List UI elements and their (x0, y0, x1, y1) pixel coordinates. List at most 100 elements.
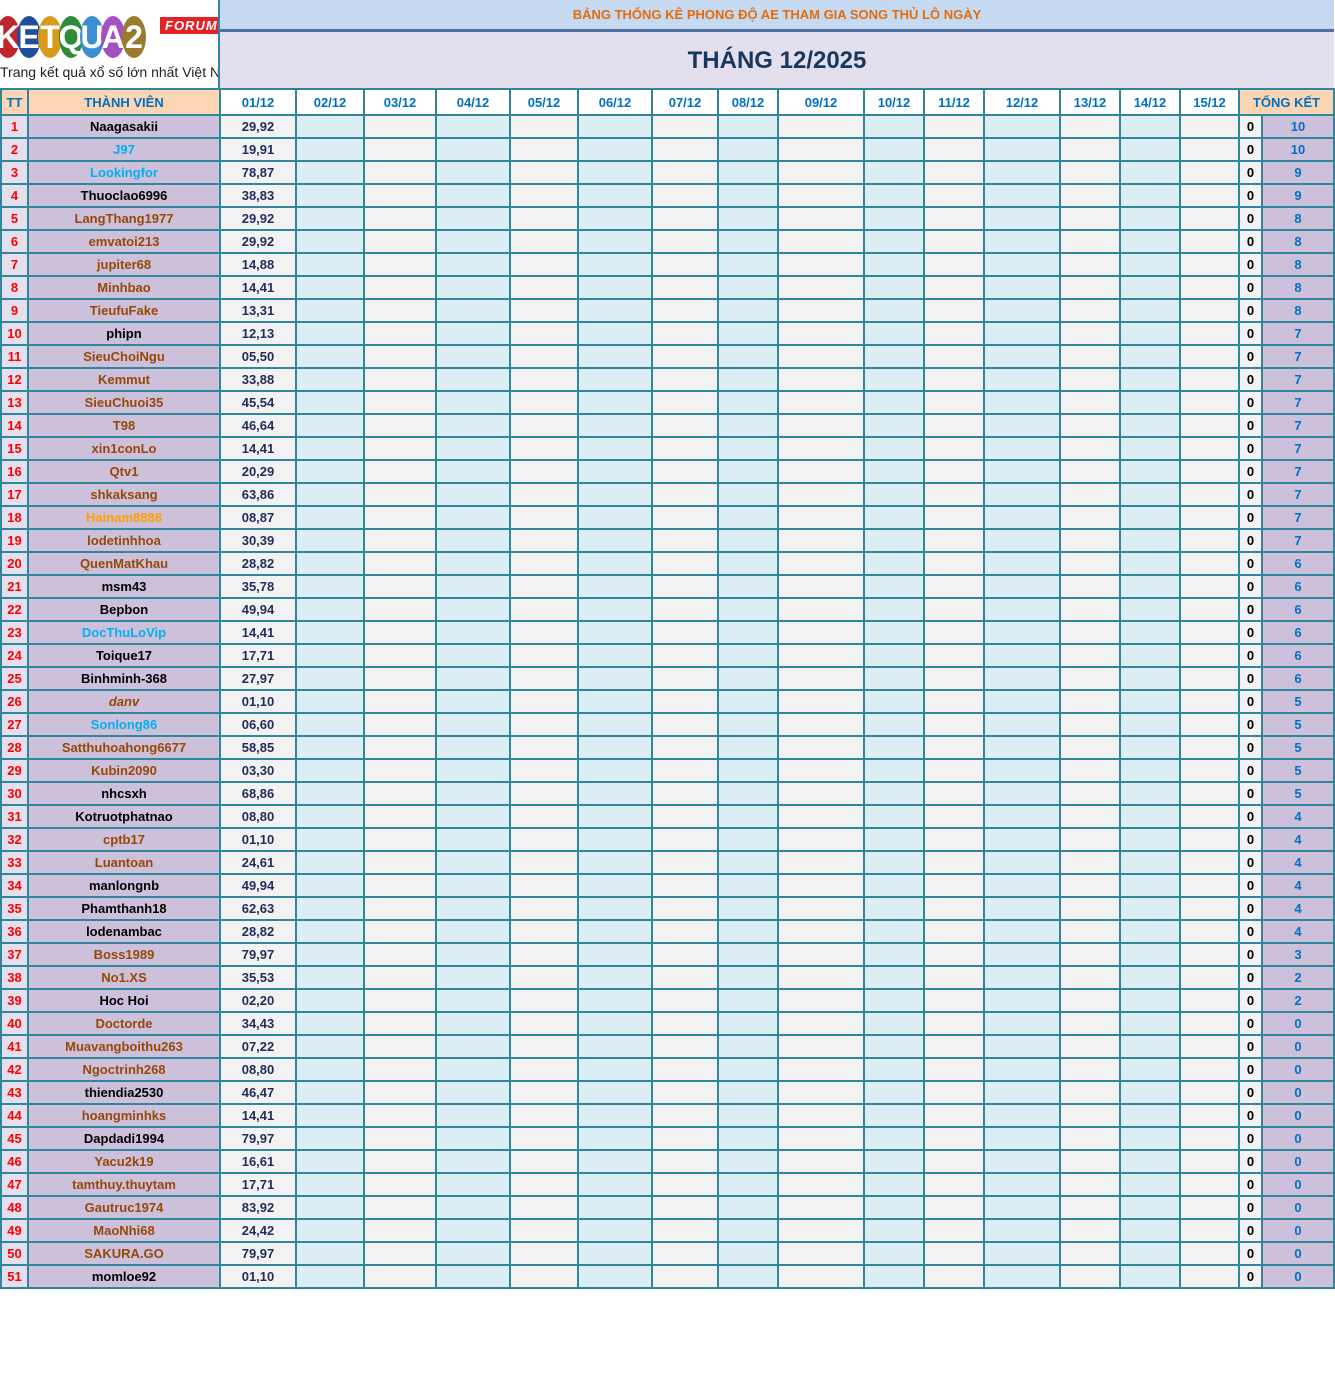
day-cell[interactable] (983, 459, 1061, 484)
day-cell[interactable] (435, 1218, 511, 1243)
day-cell[interactable] (577, 298, 653, 323)
day-cell[interactable] (577, 1126, 653, 1151)
day-cell[interactable] (1059, 896, 1121, 921)
day-cell[interactable] (435, 298, 511, 323)
day-cell[interactable] (1179, 597, 1240, 622)
day-cell[interactable] (363, 183, 437, 208)
day-cell[interactable] (1059, 344, 1121, 369)
day-cell[interactable] (577, 1080, 653, 1105)
day-cell[interactable] (983, 482, 1061, 507)
day-cell[interactable] (777, 137, 865, 162)
day-cell[interactable] (1179, 1218, 1240, 1243)
day-cell[interactable] (777, 689, 865, 714)
day-cell[interactable] (717, 666, 779, 691)
day-cell[interactable] (651, 781, 719, 806)
day-cell[interactable] (651, 321, 719, 346)
day-cell[interactable] (363, 298, 437, 323)
day-cell[interactable] (863, 275, 925, 300)
day-cell[interactable] (983, 1103, 1061, 1128)
day-cell[interactable] (651, 344, 719, 369)
day-cell[interactable] (577, 551, 653, 576)
day-cell[interactable] (777, 482, 865, 507)
day-cell[interactable] (717, 206, 779, 231)
day-cell[interactable] (863, 712, 925, 737)
day-cell[interactable] (1179, 367, 1240, 392)
day-cell[interactable] (717, 137, 779, 162)
day-cell[interactable] (863, 505, 925, 530)
day-cell[interactable] (651, 919, 719, 944)
day-cell[interactable] (651, 988, 719, 1013)
day-cell[interactable] (923, 413, 985, 438)
day-cell[interactable] (363, 919, 437, 944)
day-cell[interactable] (295, 1264, 365, 1289)
day-cell[interactable] (651, 1241, 719, 1266)
day-cell[interactable] (983, 712, 1061, 737)
day-cell[interactable] (577, 482, 653, 507)
day-cell[interactable] (435, 413, 511, 438)
day-cell[interactable] (1059, 781, 1121, 806)
day-cell[interactable] (983, 436, 1061, 461)
day-cell[interactable] (777, 275, 865, 300)
day-cell[interactable] (295, 229, 365, 254)
day-cell[interactable] (509, 597, 579, 622)
day-cell[interactable] (509, 459, 579, 484)
day-cell[interactable] (717, 528, 779, 553)
day-value[interactable]: 14,88 (219, 252, 297, 277)
day-cell[interactable] (363, 229, 437, 254)
day-cell[interactable] (651, 298, 719, 323)
day-cell[interactable] (435, 321, 511, 346)
day-cell[interactable] (863, 183, 925, 208)
day-cell[interactable] (923, 1218, 985, 1243)
day-cell[interactable] (651, 436, 719, 461)
day-cell[interactable] (1179, 965, 1240, 990)
day-cell[interactable] (983, 413, 1061, 438)
day-cell[interactable] (1179, 1241, 1240, 1266)
day-cell[interactable] (363, 1057, 437, 1082)
day-cell[interactable] (923, 1103, 985, 1128)
day-cell[interactable] (577, 1057, 653, 1082)
day-cell[interactable] (777, 436, 865, 461)
day-cell[interactable] (1179, 528, 1240, 553)
day-cell[interactable] (1059, 229, 1121, 254)
day-cell[interactable] (1119, 436, 1181, 461)
day-cell[interactable] (777, 505, 865, 530)
day-cell[interactable] (717, 114, 779, 139)
day-cell[interactable] (983, 229, 1061, 254)
day-cell[interactable] (777, 597, 865, 622)
day-cell[interactable] (717, 436, 779, 461)
day-cell[interactable] (363, 252, 437, 277)
day-cell[interactable] (923, 850, 985, 875)
day-cell[interactable] (1059, 1149, 1121, 1174)
day-cell[interactable] (923, 321, 985, 346)
day-cell[interactable] (509, 620, 579, 645)
day-cell[interactable] (717, 689, 779, 714)
day-cell[interactable] (295, 896, 365, 921)
day-cell[interactable] (651, 1103, 719, 1128)
day-cell[interactable] (363, 505, 437, 530)
day-cell[interactable] (863, 298, 925, 323)
day-value[interactable]: 83,92 (219, 1195, 297, 1220)
day-cell[interactable] (509, 505, 579, 530)
day-cell[interactable] (863, 229, 925, 254)
day-cell[interactable] (651, 574, 719, 599)
day-cell[interactable] (295, 850, 365, 875)
day-cell[interactable] (651, 1080, 719, 1105)
day-cell[interactable] (1179, 1011, 1240, 1036)
day-cell[interactable] (1059, 275, 1121, 300)
day-cell[interactable] (863, 1057, 925, 1082)
day-cell[interactable] (923, 1011, 985, 1036)
day-cell[interactable] (363, 781, 437, 806)
day-cell[interactable] (777, 758, 865, 783)
day-value[interactable]: 02,20 (219, 988, 297, 1013)
day-cell[interactable] (1059, 827, 1121, 852)
day-value[interactable]: 29,92 (219, 229, 297, 254)
day-cell[interactable] (923, 528, 985, 553)
day-cell[interactable] (863, 321, 925, 346)
day-cell[interactable] (923, 137, 985, 162)
day-cell[interactable] (651, 1218, 719, 1243)
day-cell[interactable] (1059, 367, 1121, 392)
day-cell[interactable] (363, 1080, 437, 1105)
day-cell[interactable] (863, 1195, 925, 1220)
day-cell[interactable] (577, 321, 653, 346)
day-cell[interactable] (983, 873, 1061, 898)
